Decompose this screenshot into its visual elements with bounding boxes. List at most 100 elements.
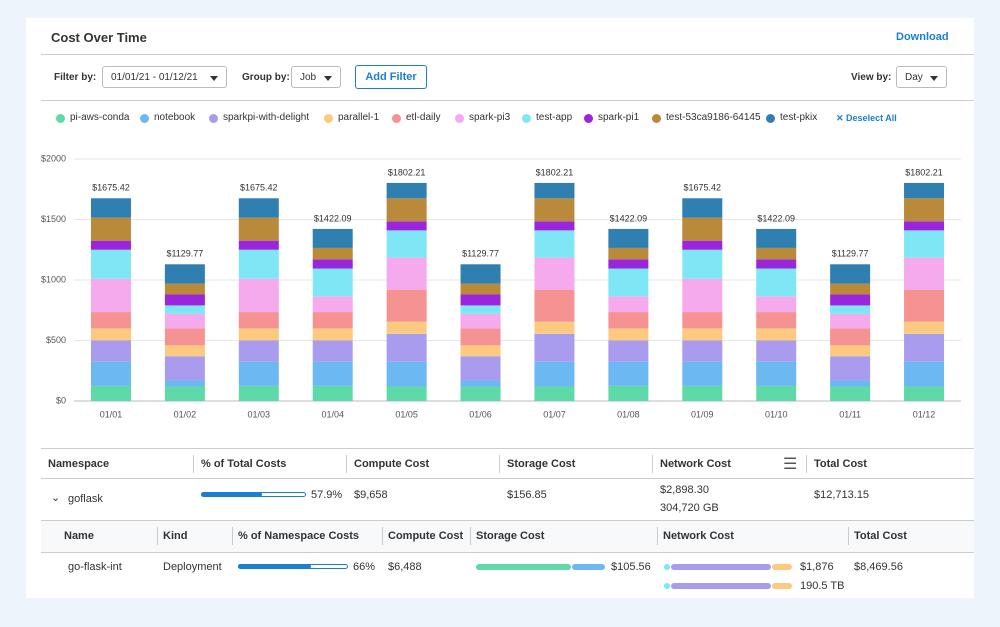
legend-label: sparkpi-with-delight xyxy=(223,112,310,123)
bar-segment xyxy=(386,361,427,387)
network-bar xyxy=(671,564,771,570)
bar-segment xyxy=(904,289,945,322)
bar-segment xyxy=(534,221,575,231)
total: $12,713.15 xyxy=(814,489,870,501)
bar-segment xyxy=(460,380,501,387)
legend-label: notebook xyxy=(154,112,196,123)
column-divider xyxy=(157,527,158,545)
legend-swatch xyxy=(652,114,661,123)
bar-segment xyxy=(164,386,205,401)
y-tick-label: $1000 xyxy=(41,274,66,284)
view-select[interactable]: Day xyxy=(896,66,947,88)
bar-segment xyxy=(164,305,205,314)
storage-bar-b xyxy=(572,564,605,570)
bar-segment xyxy=(90,340,131,362)
bar-segment xyxy=(608,296,649,313)
x-tick-label: 01/11 xyxy=(839,409,861,419)
bar-segment xyxy=(608,340,649,362)
bar-segment xyxy=(682,198,723,218)
bar-segment xyxy=(90,361,131,386)
bar-segment xyxy=(164,328,205,346)
date-select[interactable]: 01/01/21 - 01/12/21 xyxy=(102,66,227,88)
bar-segment xyxy=(682,312,723,329)
total-label: $1675.42 xyxy=(92,183,130,193)
bar-segment xyxy=(386,257,427,290)
bar-segment xyxy=(238,198,279,218)
bar-segment xyxy=(756,328,797,341)
group-label: Group by: xyxy=(242,72,290,83)
legend-label: spark-pi1 xyxy=(598,112,640,123)
bar-segment xyxy=(534,230,575,258)
expander[interactable]: ⌄ xyxy=(51,492,61,504)
sub-column-header: Storage Cost xyxy=(476,530,545,542)
bar-segment xyxy=(238,217,279,241)
y-tick-label: $0 xyxy=(56,395,66,405)
bar-segment xyxy=(164,345,205,357)
bar-segment xyxy=(312,328,353,341)
bar-segment xyxy=(756,340,797,362)
sub-column-header: % of Namespace Costs xyxy=(238,530,360,542)
column-divider xyxy=(657,527,658,545)
column-divider xyxy=(232,527,233,545)
bar-segment xyxy=(830,328,871,346)
bar-segment xyxy=(238,312,279,329)
bar-segment xyxy=(830,294,871,306)
bar-segment xyxy=(90,217,131,241)
divider xyxy=(41,54,974,55)
bar-segment xyxy=(164,283,205,295)
group-select[interactable]: Job xyxy=(291,66,341,88)
network-bar xyxy=(664,564,670,570)
deselect-text[interactable]: Deselect All xyxy=(846,113,897,123)
storage: $156.85 xyxy=(507,489,547,501)
bar-segment xyxy=(682,328,723,341)
legend-label: parallel-1 xyxy=(338,112,380,123)
bar-segment xyxy=(534,321,575,334)
column-header: Compute Cost xyxy=(354,458,430,470)
bar-segment xyxy=(534,198,575,222)
bar-segment xyxy=(386,321,427,334)
divider xyxy=(41,448,974,449)
bar-segment xyxy=(386,221,427,231)
bar-segment xyxy=(682,249,723,279)
total-label: $1802.21 xyxy=(388,167,426,177)
chart: $0 $500 $1000 $1500 $2000 $1675.42 01/01 $1129.… xyxy=(41,153,961,419)
x-tick-label: 01/09 xyxy=(691,409,714,419)
bar-segment xyxy=(756,228,797,248)
x-tick-label: 01/05 xyxy=(395,409,418,419)
network-bar xyxy=(664,583,670,589)
bar-segment xyxy=(608,247,649,260)
percent-label: 66% xyxy=(353,561,376,573)
bar-segment xyxy=(830,386,871,401)
x-tick-label: 01/02 xyxy=(174,409,197,419)
bar-segment xyxy=(830,283,871,295)
legend-label: test-53ca9186-64145 xyxy=(666,112,761,123)
total-label: $1675.42 xyxy=(684,183,722,193)
bar-segment xyxy=(904,333,945,362)
column-divider xyxy=(499,455,500,473)
column-divider xyxy=(346,455,347,473)
percent-label: 57.9% xyxy=(311,489,343,501)
x-tick-label: 01/07 xyxy=(543,409,566,419)
bar-segment xyxy=(312,296,353,313)
bar-segment xyxy=(460,264,501,284)
bar-segment xyxy=(904,182,945,199)
bar-segment xyxy=(682,240,723,250)
bar-segment xyxy=(312,247,353,260)
legend-swatch xyxy=(455,114,464,123)
network: $2,898.30 xyxy=(660,484,709,496)
column-header: Storage Cost xyxy=(507,458,576,470)
deselect-all[interactable]: ✕ Deselect All xyxy=(836,113,897,123)
add-filter[interactable]: Add Filter xyxy=(355,65,427,89)
percent-bar xyxy=(238,564,311,569)
download[interactable]: Download xyxy=(896,31,949,43)
bar-segment xyxy=(904,198,945,222)
column-divider xyxy=(382,527,383,545)
x-tick-label: 01/12 xyxy=(913,409,936,419)
total: $8,469.56 xyxy=(854,561,903,573)
bar-segment xyxy=(386,289,427,322)
total-label: $1802.21 xyxy=(536,167,574,177)
bar-segment xyxy=(682,385,723,401)
column-divider xyxy=(193,455,194,473)
bar-segment xyxy=(830,380,871,387)
network-bar xyxy=(671,583,771,589)
